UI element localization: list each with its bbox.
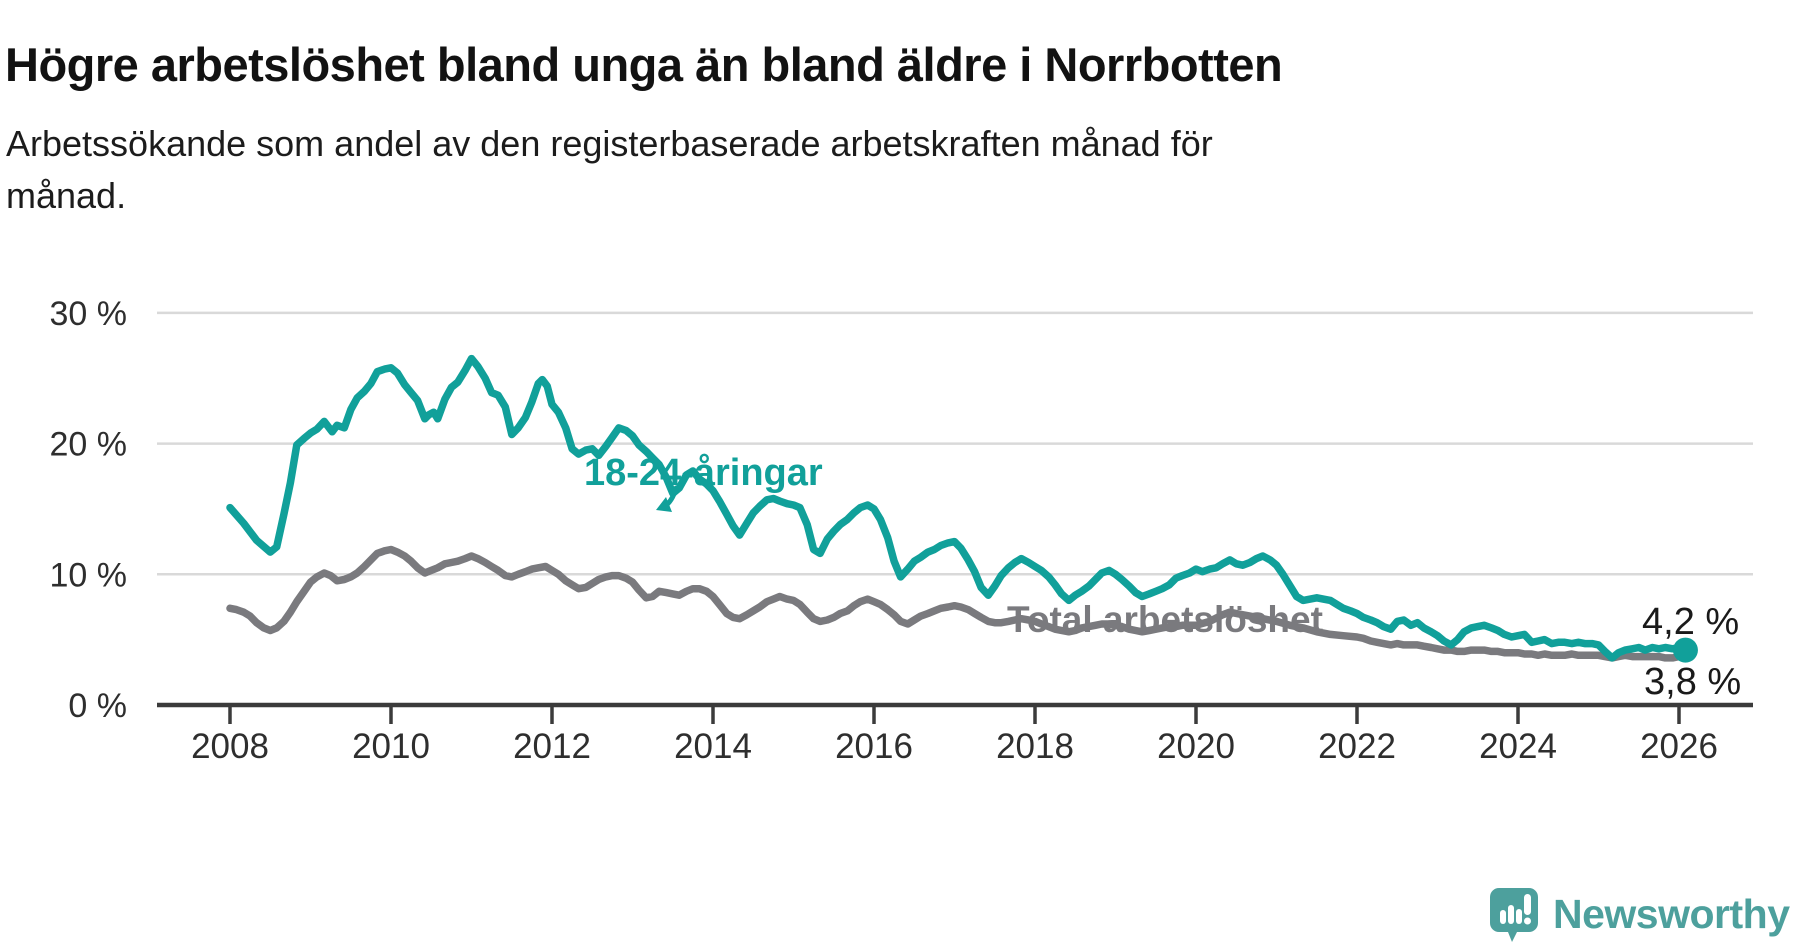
x-axis-label: 2010 bbox=[352, 727, 430, 766]
series-label-total: Total arbetslöshet bbox=[1007, 599, 1323, 640]
chart-subtitle: Arbetssökande som andel av den registerb… bbox=[6, 118, 1213, 222]
series-endpoint-dot bbox=[1672, 637, 1698, 663]
subtitle-line-1: Arbetssökande som andel av den registerb… bbox=[6, 123, 1213, 164]
y-axis-label: 30 % bbox=[50, 295, 128, 333]
y-axis-label: 20 % bbox=[50, 426, 128, 464]
x-axis-label: 2008 bbox=[191, 727, 269, 766]
page-title: Högre arbetslöshet bland unga än bland ä… bbox=[5, 38, 1283, 92]
x-axis-label: 2022 bbox=[1318, 727, 1396, 766]
x-axis-label: 2018 bbox=[996, 727, 1074, 766]
y-axis-label: 0 % bbox=[68, 687, 127, 725]
end-value-label-young: 4,2 % bbox=[1642, 601, 1740, 643]
x-axis-label: 2026 bbox=[1640, 727, 1718, 766]
logo-exclamation-dot bbox=[1524, 917, 1531, 925]
y-axis-label: 10 % bbox=[50, 556, 128, 594]
end-value-label-total: 3,8 % bbox=[1644, 661, 1742, 703]
logo-bar-1 bbox=[1500, 910, 1506, 924]
x-axis-label: 2014 bbox=[674, 727, 752, 766]
logo-bar-2 bbox=[1508, 905, 1514, 924]
series-label-18-24: 18-24-åringar bbox=[584, 452, 823, 494]
x-axis-label: 2012 bbox=[513, 727, 591, 766]
series-line-young bbox=[226, 354, 1690, 662]
newsworthy-logo: Newsworthy bbox=[1489, 884, 1790, 944]
subtitle-line-2: månad. bbox=[6, 175, 127, 217]
series-line-total bbox=[226, 545, 1691, 662]
x-axis-label: 2024 bbox=[1479, 727, 1557, 766]
newsworthy-logo-text: Newsworthy bbox=[1553, 890, 1790, 937]
logo-bar-3 bbox=[1516, 909, 1522, 924]
label-arrowhead-icon bbox=[656, 497, 672, 512]
x-axis-label: 2020 bbox=[1157, 727, 1235, 766]
newsworthy-speech-bubble-chart-icon bbox=[1490, 888, 1538, 942]
logo-exclamation-bar bbox=[1524, 894, 1531, 915]
x-axis-label: 2016 bbox=[835, 727, 913, 766]
